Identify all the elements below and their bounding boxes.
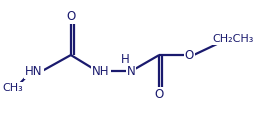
Text: CH₂CH₃: CH₂CH₃: [212, 34, 254, 44]
Text: NH: NH: [92, 65, 110, 78]
Text: H: H: [121, 53, 130, 66]
Text: O: O: [155, 88, 164, 101]
Text: CH₃: CH₃: [2, 83, 23, 93]
Text: O: O: [185, 49, 194, 62]
Text: O: O: [66, 10, 75, 23]
Text: N: N: [127, 65, 135, 78]
Text: HN: HN: [25, 65, 43, 78]
